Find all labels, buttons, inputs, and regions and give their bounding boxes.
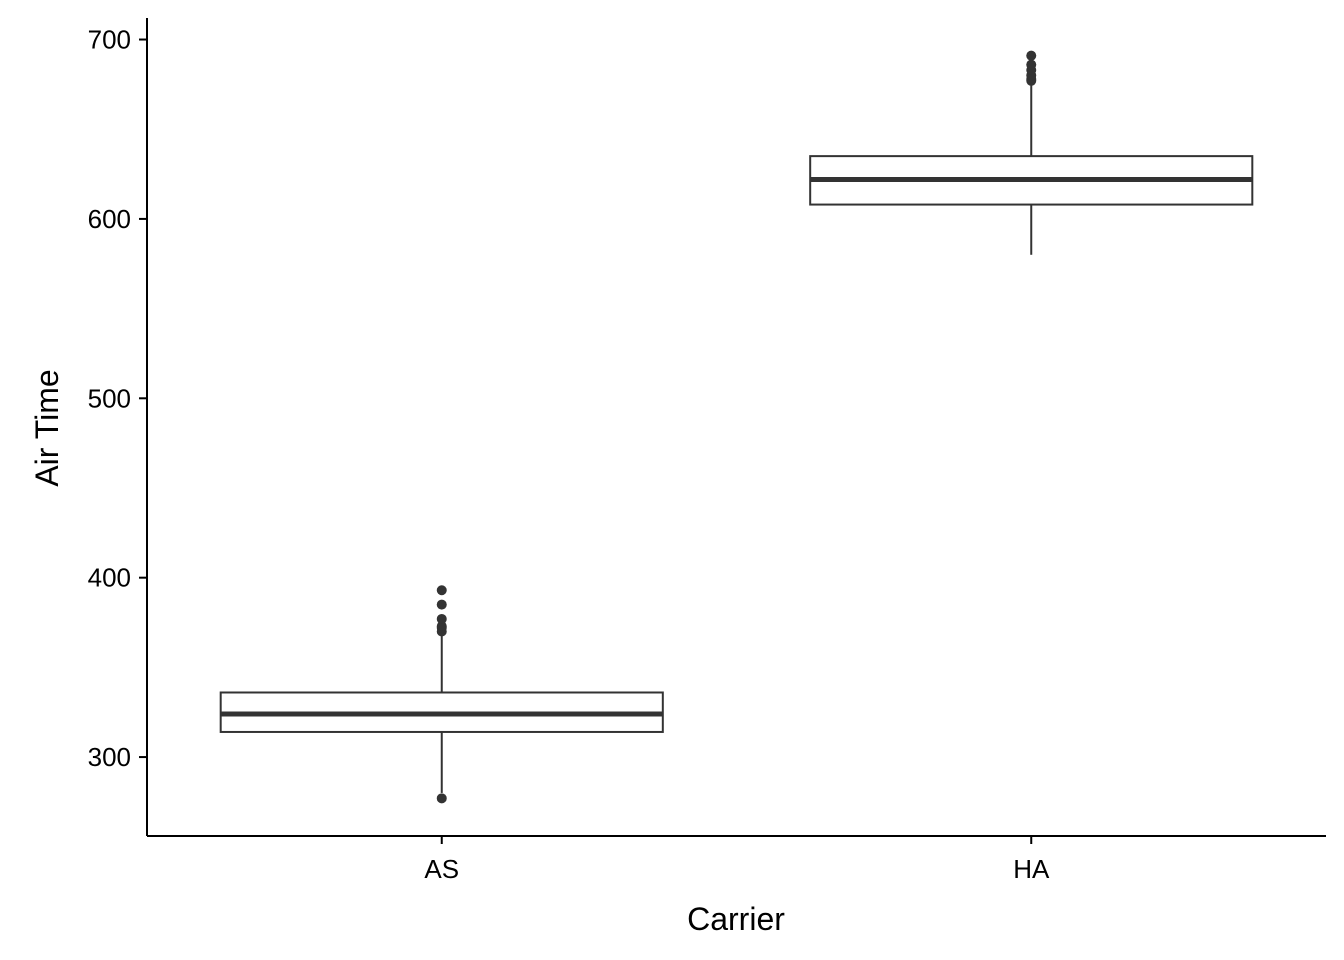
y-tick-label: 600 [88, 204, 131, 234]
x-axis-ticks: AS HA [424, 836, 1050, 884]
outlier-point [436, 599, 447, 610]
outlier-point [436, 621, 447, 632]
outlier-point [1026, 59, 1037, 70]
box-ha [809, 50, 1254, 255]
y-axis-ticks: 300 400 500 600 700 [88, 25, 147, 772]
y-axis-title: Air Time [29, 369, 65, 486]
y-tick-label: 500 [88, 383, 131, 413]
outlier-point [436, 613, 447, 624]
x-tick-label: HA [1013, 854, 1050, 884]
y-tick-label: 300 [88, 742, 131, 772]
outlier-point [436, 793, 447, 804]
box-as [219, 585, 664, 804]
plot-area [219, 50, 1254, 804]
outlier-point [1026, 50, 1037, 61]
outlier-point [436, 585, 447, 596]
y-tick-label: 700 [88, 25, 131, 55]
y-tick-label: 400 [88, 563, 131, 593]
x-tick-label: AS [424, 854, 459, 884]
x-axis-title: Carrier [687, 901, 785, 937]
